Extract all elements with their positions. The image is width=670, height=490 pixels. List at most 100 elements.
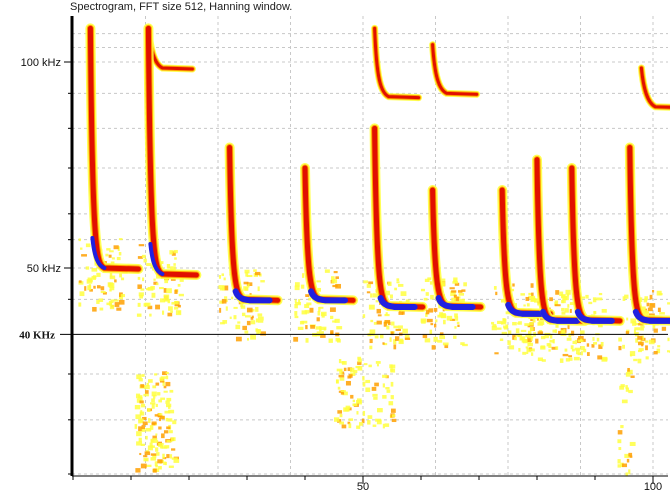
noise-speckle: [328, 338, 333, 343]
noise-speckle: [163, 294, 170, 298]
noise-speckle: [350, 394, 354, 399]
noise-speckle: [301, 320, 308, 324]
noise-speckle: [536, 317, 540, 321]
noise-speckle: [598, 292, 603, 296]
noise-speckle: [627, 369, 633, 375]
noise-speckle: [633, 329, 636, 335]
noise-speckle: [628, 469, 631, 475]
noise-speckle: [174, 306, 179, 310]
noise-speckle: [306, 302, 312, 306]
noise-speckle: [526, 347, 532, 353]
noise-speckle: [255, 328, 258, 332]
noise-speckle: [168, 306, 173, 311]
noise-speckle: [143, 455, 148, 458]
noise-speckle: [138, 420, 142, 424]
call-peak: [90, 236, 107, 270]
noise-speckle: [457, 290, 463, 293]
noise-speckle: [350, 372, 356, 376]
noise-speckle: [154, 373, 158, 376]
noise-speckle: [162, 381, 165, 386]
noise-speckle: [580, 330, 585, 335]
noise-speckle: [555, 290, 560, 295]
noise-speckle: [394, 287, 398, 291]
noise-speckle: [356, 425, 361, 429]
noise-speckle: [135, 414, 142, 420]
noise-speckle: [541, 359, 546, 362]
noise-speckle: [549, 339, 555, 343]
noise-speckle: [163, 385, 167, 389]
call-core: [227, 144, 281, 303]
noise-speckle: [453, 294, 457, 298]
noise-speckle: [143, 385, 150, 390]
noise-speckle: [600, 341, 604, 347]
noise-speckle: [340, 390, 346, 393]
noise-speckle: [661, 326, 667, 331]
noise-speckle: [390, 381, 394, 387]
noise-speckle: [244, 330, 249, 334]
noise-speckle: [149, 313, 152, 317]
noise-speckle: [251, 315, 254, 319]
noise-speckle: [150, 457, 157, 461]
noise-speckle: [359, 422, 363, 426]
noise-speckle: [170, 310, 173, 313]
noise-speckle: [499, 338, 504, 342]
noise-speckle: [449, 318, 456, 321]
noise-speckle: [85, 243, 91, 248]
noise-speckle: [393, 325, 399, 329]
noise-speckle: [304, 304, 310, 309]
noise-speckle: [646, 302, 650, 307]
noise-speckle: [294, 315, 299, 319]
noise-speckle: [166, 426, 171, 430]
noise-speckle: [562, 296, 568, 301]
noise-speckle: [243, 281, 249, 285]
call-core: [302, 165, 356, 303]
noise-speckle: [562, 298, 566, 304]
noise-speckle: [356, 411, 359, 415]
noise-speckle: [555, 322, 559, 328]
noise-speckle: [147, 445, 153, 451]
noise-speckle: [135, 393, 141, 399]
noise-speckle: [393, 339, 397, 345]
noise-speckle: [153, 440, 159, 443]
noise-speckle: [136, 431, 142, 437]
noise-speckle: [530, 318, 534, 322]
noise-speckle: [357, 365, 363, 371]
noise-speckle: [146, 288, 150, 291]
noise-speckle: [652, 323, 656, 329]
noise-speckle: [444, 344, 449, 349]
noise-speckle: [245, 315, 251, 318]
noise-speckle: [592, 297, 597, 303]
noise-speckle: [253, 269, 257, 272]
noise-speckle: [630, 375, 635, 378]
noise-speckle: [390, 331, 394, 336]
noise-speckle: [111, 257, 115, 260]
noise-speckle: [377, 314, 382, 317]
noise-speckle: [667, 337, 670, 342]
noise-speckle: [347, 367, 353, 372]
noise-speckle: [535, 338, 539, 344]
noise-speckle: [158, 442, 164, 447]
noise-speckle: [151, 403, 155, 409]
noise-speckle: [527, 337, 532, 343]
noise-speckle: [520, 293, 525, 296]
noise-speckle: [293, 336, 299, 342]
noise-speckle: [171, 251, 176, 256]
noise-speckle: [91, 275, 97, 279]
noise-speckle: [254, 271, 261, 276]
noise-speckle: [317, 310, 321, 316]
noise-speckle: [537, 322, 543, 326]
noise-speckle: [170, 278, 176, 281]
noise-speckle: [540, 346, 546, 350]
noise-speckle: [383, 342, 388, 346]
noise-speckle: [145, 435, 148, 440]
noise-speckle: [294, 311, 298, 316]
noise-speckle: [439, 335, 446, 340]
noise-speckle: [385, 387, 390, 390]
noise-speckle: [369, 329, 376, 334]
noise-speckle: [156, 452, 160, 456]
noise-speckle: [134, 424, 138, 429]
noise-speckle: [117, 246, 120, 252]
noise-speckle: [369, 345, 373, 350]
noise-speckle: [528, 335, 534, 339]
noise-speckle: [421, 319, 426, 324]
